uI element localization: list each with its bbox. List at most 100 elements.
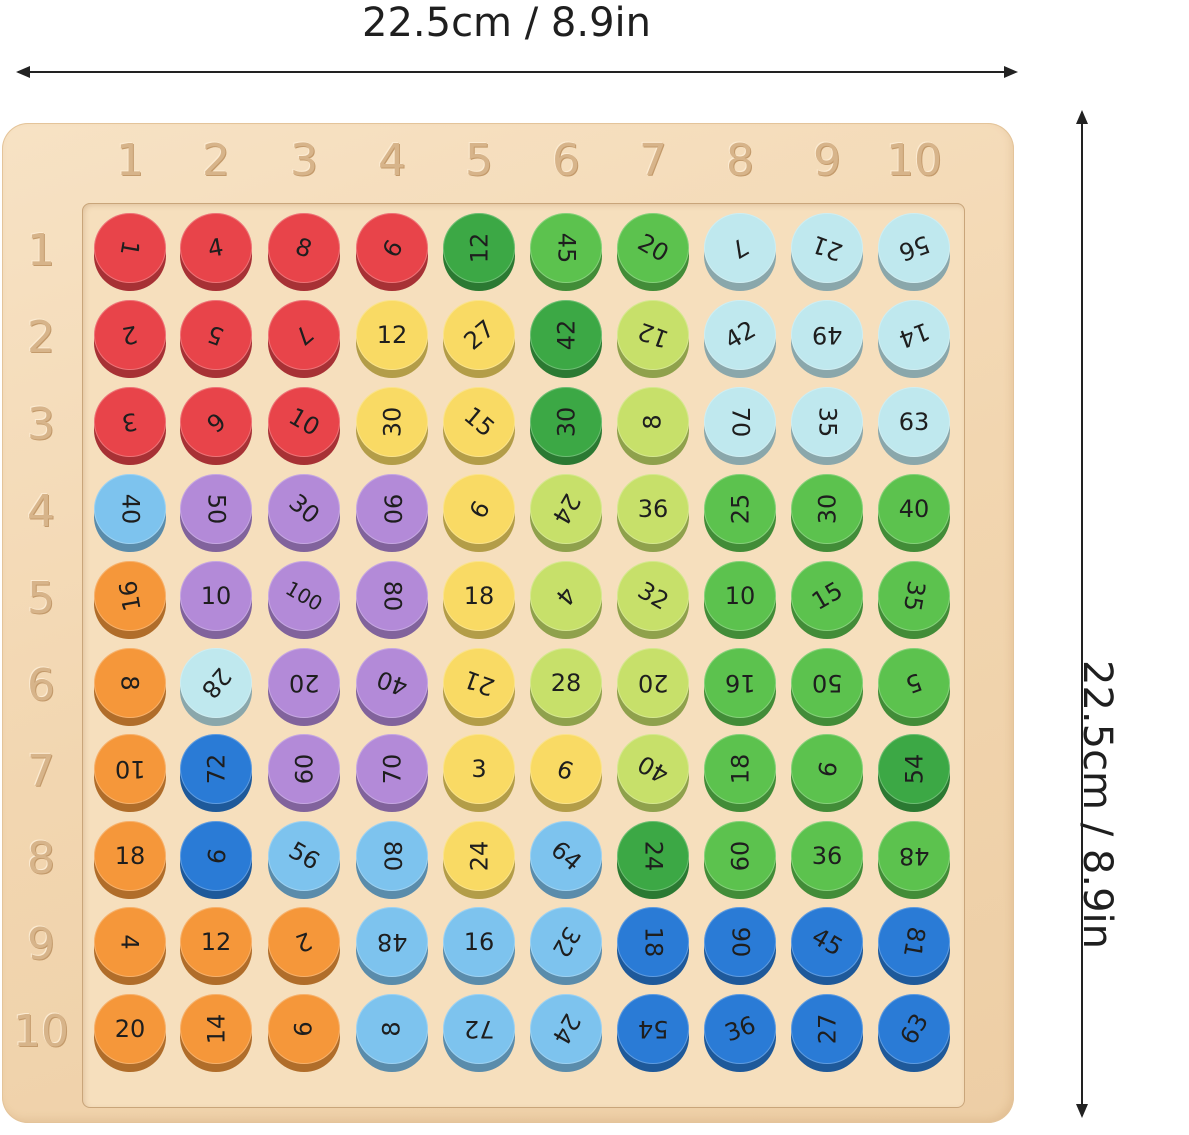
number-chip[interactable]: 3 <box>443 734 515 812</box>
number-chip[interactable]: 42 <box>704 300 776 378</box>
number-chip[interactable]: 48 <box>878 821 950 899</box>
number-chip[interactable]: 24 <box>443 821 515 899</box>
number-chip[interactable]: 4 <box>180 213 252 291</box>
number-chip[interactable]: 30 <box>791 474 863 552</box>
number-chip[interactable]: 8 <box>268 213 340 291</box>
number-chip[interactable]: 72 <box>443 994 515 1072</box>
number-chip[interactable]: 18 <box>443 561 515 639</box>
number-chip[interactable]: 30 <box>268 474 340 552</box>
number-chip[interactable]: 36 <box>617 474 689 552</box>
number-chip[interactable]: 56 <box>878 213 950 291</box>
number-chip[interactable]: 9 <box>791 734 863 812</box>
number-chip[interactable]: 35 <box>791 387 863 465</box>
number-chip[interactable]: 40 <box>94 474 166 552</box>
number-chip[interactable]: 24 <box>530 994 602 1072</box>
number-chip[interactable]: 90 <box>356 474 428 552</box>
number-chip[interactable]: 15 <box>791 561 863 639</box>
number-chip[interactable]: 60 <box>268 734 340 812</box>
number-chip[interactable]: 80 <box>356 561 428 639</box>
number-chip[interactable]: 7 <box>268 300 340 378</box>
number-chip[interactable]: 10 <box>704 561 776 639</box>
number-chip[interactable]: 50 <box>180 474 252 552</box>
number-chip[interactable]: 54 <box>617 994 689 1072</box>
number-chip[interactable]: 14 <box>180 994 252 1072</box>
number-chip[interactable]: 27 <box>791 994 863 1072</box>
number-chip[interactable]: 9 <box>356 213 428 291</box>
number-chip[interactable]: 15 <box>443 387 515 465</box>
number-chip[interactable]: 12 <box>443 213 515 291</box>
number-chip[interactable]: 64 <box>530 821 602 899</box>
number-chip[interactable]: 21 <box>443 648 515 726</box>
number-chip[interactable]: 12 <box>617 300 689 378</box>
number-chip[interactable]: 49 <box>791 300 863 378</box>
number-chip[interactable]: 10 <box>268 387 340 465</box>
number-chip[interactable]: 2 <box>94 300 166 378</box>
number-chip[interactable]: 54 <box>878 734 950 812</box>
number-chip[interactable]: 40 <box>356 648 428 726</box>
number-chip[interactable]: 50 <box>791 648 863 726</box>
number-chip[interactable]: 80 <box>356 821 428 899</box>
number-chip[interactable]: 8 <box>356 994 428 1072</box>
number-chip[interactable]: 36 <box>791 821 863 899</box>
number-chip[interactable]: 9 <box>530 734 602 812</box>
number-chip[interactable]: 24 <box>530 474 602 552</box>
number-chip[interactable]: 45 <box>530 213 602 291</box>
number-chip[interactable]: 6 <box>268 994 340 1072</box>
number-chip[interactable]: 90 <box>704 907 776 985</box>
number-chip[interactable]: 20 <box>617 648 689 726</box>
number-chip[interactable]: 24 <box>617 821 689 899</box>
number-chip[interactable]: 14 <box>878 300 950 378</box>
number-chip[interactable]: 16 <box>443 907 515 985</box>
number-chip[interactable]: 81 <box>878 907 950 985</box>
number-chip[interactable]: 32 <box>530 907 602 985</box>
number-chip[interactable]: 45 <box>791 907 863 985</box>
number-chip[interactable]: 30 <box>530 387 602 465</box>
number-chip[interactable]: 40 <box>617 734 689 812</box>
number-chip[interactable]: 27 <box>443 300 515 378</box>
number-chip[interactable]: 20 <box>94 994 166 1072</box>
number-chip[interactable]: 9 <box>443 474 515 552</box>
number-chip[interactable]: 28 <box>180 648 252 726</box>
number-chip[interactable]: 35 <box>878 561 950 639</box>
number-chip[interactable]: 1 <box>94 213 166 291</box>
number-chip[interactable]: 63 <box>878 994 950 1072</box>
number-chip[interactable]: 16 <box>704 648 776 726</box>
number-chip[interactable]: 8 <box>617 387 689 465</box>
number-chip[interactable]: 10 <box>94 734 166 812</box>
number-chip[interactable]: 4 <box>530 561 602 639</box>
number-chip[interactable]: 18 <box>617 907 689 985</box>
number-chip[interactable]: 18 <box>94 821 166 899</box>
number-chip[interactable]: 5 <box>878 648 950 726</box>
number-chip[interactable]: 9 <box>180 821 252 899</box>
number-chip[interactable]: 10 <box>180 561 252 639</box>
number-chip[interactable]: 63 <box>878 387 950 465</box>
number-chip[interactable]: 60 <box>704 821 776 899</box>
number-chip[interactable]: 72 <box>180 734 252 812</box>
number-chip[interactable]: 100 <box>268 561 340 639</box>
number-chip[interactable]: 12 <box>356 300 428 378</box>
number-chip[interactable]: 2 <box>268 907 340 985</box>
number-chip[interactable]: 56 <box>268 821 340 899</box>
number-chip[interactable]: 36 <box>704 994 776 1072</box>
number-chip[interactable]: 70 <box>704 387 776 465</box>
number-chip[interactable]: 12 <box>180 907 252 985</box>
number-chip[interactable]: 21 <box>791 213 863 291</box>
number-chip[interactable]: 8 <box>94 648 166 726</box>
number-chip[interactable]: 42 <box>530 300 602 378</box>
number-chip[interactable]: 16 <box>94 561 166 639</box>
number-chip[interactable]: 6 <box>180 387 252 465</box>
number-chip[interactable]: 48 <box>356 907 428 985</box>
number-chip[interactable]: 4 <box>94 907 166 985</box>
number-chip[interactable]: 5 <box>180 300 252 378</box>
number-chip[interactable]: 28 <box>530 648 602 726</box>
number-chip[interactable]: 18 <box>704 734 776 812</box>
number-chip[interactable]: 40 <box>878 474 950 552</box>
number-chip[interactable]: 20 <box>617 213 689 291</box>
number-chip[interactable]: 7 <box>704 213 776 291</box>
number-chip[interactable]: 32 <box>617 561 689 639</box>
number-chip[interactable]: 3 <box>94 387 166 465</box>
number-chip[interactable]: 25 <box>704 474 776 552</box>
number-chip[interactable]: 30 <box>356 387 428 465</box>
number-chip[interactable]: 70 <box>356 734 428 812</box>
number-chip[interactable]: 20 <box>268 648 340 726</box>
